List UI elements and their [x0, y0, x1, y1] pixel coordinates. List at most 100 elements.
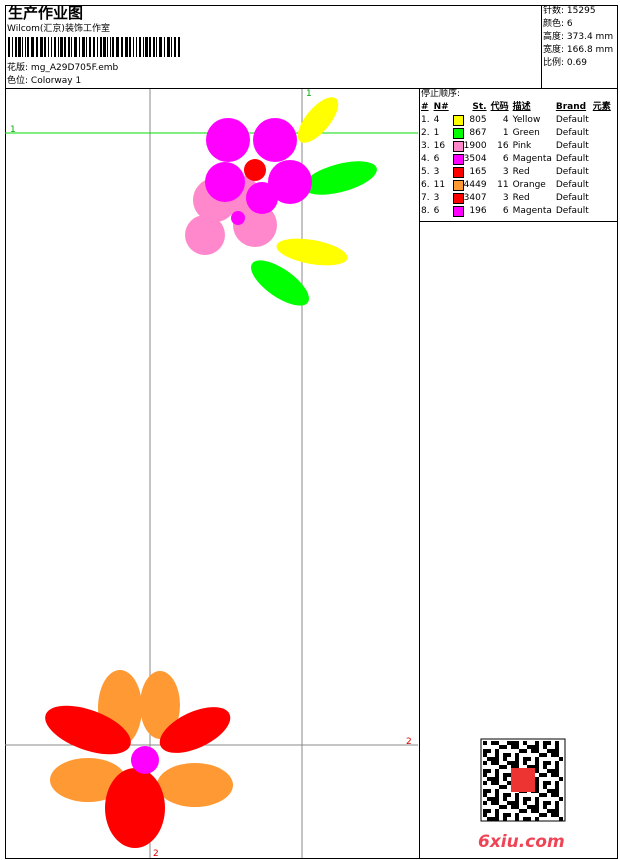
column-header: 描述 — [512, 102, 531, 112]
brand: Default — [555, 115, 589, 125]
row-index: 6. — [421, 180, 430, 190]
stop-sequence-title: 停止顺序: — [421, 89, 461, 99]
color-swatch — [452, 154, 464, 165]
needle-number: 3 — [433, 167, 440, 177]
color-description: Pink — [512, 141, 532, 151]
color-swatch — [452, 193, 464, 204]
stitch-count: 165 — [451, 166, 489, 179]
colors-count: 6 — [566, 19, 573, 29]
column-header: # — [421, 102, 429, 112]
color-code: 3 — [502, 193, 509, 203]
stop-sequence-table: # N# St. 代码 描述 Brand 元素 1. 4 805 4 Yellow Default 2.… — [419, 101, 613, 218]
needle-number: 4 — [433, 115, 440, 125]
yellow-leaf — [276, 238, 348, 266]
row-index: 7. — [421, 193, 430, 203]
brand: Default — [555, 180, 589, 190]
scale-value: 0.69 — [566, 58, 587, 68]
bottom-flower — [45, 670, 233, 848]
page-title: 生产作业图 — [8, 4, 84, 22]
table-row: 8. 6 196 6 Magenta Default — [419, 205, 613, 218]
table-row: 1. 4 805 4 Yellow Default — [419, 114, 613, 127]
brand: Default — [555, 206, 589, 216]
stitch-count: 867 — [451, 127, 489, 140]
row-index: 4. — [421, 154, 430, 164]
design-label: 花版: — [7, 63, 29, 73]
color-code: 1 — [502, 128, 509, 138]
brand: Default — [555, 154, 589, 164]
needle-number: 6 — [433, 206, 440, 216]
needle-number: 1 — [433, 128, 440, 138]
table-row: 3. 16 1900 16 Pink Default — [419, 140, 613, 153]
color-code: 6 — [502, 206, 509, 216]
table-row: 4. 6 3504 6 Magenta Default — [419, 153, 613, 166]
company-name: Wilcom(汇京)装饰工作室 — [7, 24, 110, 34]
stitch-count: 4449 — [451, 179, 489, 192]
color-description: Magenta — [512, 206, 552, 216]
colorway-label: 色位: — [7, 76, 29, 86]
yellow-leaf — [297, 97, 339, 143]
color-code: 3 — [502, 167, 509, 177]
stats-list: 针数: 15295 颜色: 6 高度: 373.4 mm 宽度: 166.8 m… — [543, 6, 613, 71]
table-row: 6. 11 4449 11 Orange Default — [419, 179, 613, 192]
brand: Default — [555, 141, 589, 151]
row-index: 1. — [421, 115, 430, 125]
width-label: 宽度: — [543, 45, 565, 55]
guide-label-2: 2 — [406, 737, 412, 747]
color-swatch — [452, 141, 464, 152]
table-row: 7. 3 3407 3 Red Default — [419, 192, 613, 205]
brand: Default — [555, 167, 589, 177]
top-flower — [185, 97, 377, 306]
color-description: Red — [512, 193, 530, 203]
stitch-count-label: 针数: — [543, 6, 565, 16]
height-label: 高度: — [543, 32, 565, 42]
green-leaf — [303, 161, 377, 195]
color-description: Red — [512, 167, 530, 177]
stitch-count: 3504 — [451, 153, 489, 166]
needle-number: 16 — [433, 141, 446, 151]
colorway-value: Colorway 1 — [30, 76, 82, 86]
width-value: 166.8 mm — [566, 45, 614, 55]
guide-label-1-top: 1 — [306, 89, 312, 99]
stitch-count: 3407 — [451, 192, 489, 205]
brand: Default — [555, 193, 589, 203]
color-code: 4 — [502, 115, 509, 125]
color-code: 6 — [502, 154, 509, 164]
needle-number: 6 — [433, 154, 440, 164]
guide-label-2-bottom: 2 — [153, 849, 159, 859]
color-swatch — [452, 180, 464, 191]
table-row: 5. 3 165 3 Red Default — [419, 166, 613, 179]
height-value: 373.4 mm — [566, 32, 614, 42]
brand: Default — [555, 128, 589, 138]
needle-number: 11 — [433, 180, 446, 190]
column-header: Brand — [555, 102, 587, 112]
column-header: St. — [472, 102, 487, 112]
color-swatch — [452, 206, 464, 217]
qr-code-icon — [480, 738, 566, 822]
color-code: 11 — [497, 180, 509, 190]
stitch-count: 15295 — [566, 6, 596, 16]
color-swatch — [452, 115, 464, 126]
color-swatch — [452, 128, 464, 139]
color-description: Orange — [512, 180, 546, 190]
needle-number: 3 — [433, 193, 440, 203]
column-header: 元素 — [592, 102, 611, 112]
row-index: 3. — [421, 141, 430, 151]
color-swatch — [452, 167, 464, 178]
scale-label: 比例: — [543, 58, 565, 68]
color-code: 16 — [497, 141, 509, 151]
divider — [419, 88, 420, 859]
guide-label-1: 1 — [10, 125, 16, 135]
stitch-count: 1900 — [451, 140, 489, 153]
green-leaf — [251, 260, 309, 306]
barcode — [8, 37, 183, 57]
watermark-logo: 6xiu.com — [478, 832, 565, 852]
color-description: Magenta — [512, 154, 552, 164]
column-header: 代码 — [490, 102, 509, 112]
stitch-count: 805 — [451, 114, 489, 127]
colors-label: 颜色: — [543, 19, 565, 29]
row-index: 8. — [421, 206, 430, 216]
design-file: mg_A29D705F.emb — [30, 63, 119, 73]
table-row: 2. 1 867 1 Green Default — [419, 127, 613, 140]
